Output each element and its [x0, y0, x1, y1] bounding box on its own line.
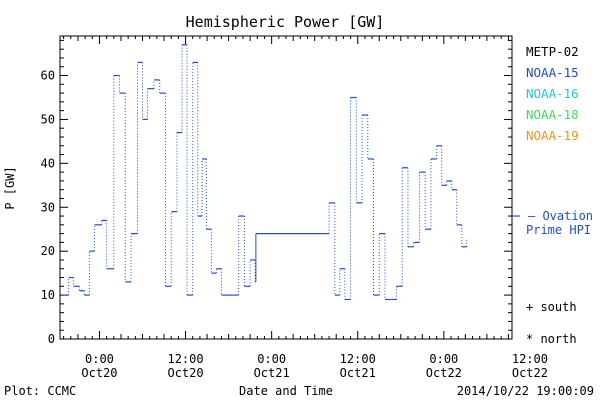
y-axis-label: P [GW]: [3, 166, 17, 209]
x-tick-time-label: 12:00: [167, 352, 203, 366]
x-tick-time-label: 0:00: [257, 352, 286, 366]
x-tick-time-label: 12:00: [512, 352, 548, 366]
y-tick-label: 30: [41, 200, 55, 214]
y-tick-label: 20: [41, 244, 55, 258]
plot-timestamp: 2014/10/22 19:00:09: [457, 384, 594, 398]
y-tick-label: 60: [41, 69, 55, 83]
legend-entry: NOAA-19: [526, 128, 579, 143]
y-tick-label: 50: [41, 112, 55, 126]
x-tick-time-label: 0:00: [429, 352, 458, 366]
x-tick-date-label: Oct22: [512, 366, 548, 380]
y-axis: 0 10 20 30 40 50 60: [41, 39, 512, 346]
marker-legend-entry: + south: [526, 300, 577, 314]
x-tick-date-label: Oct20: [167, 366, 203, 380]
legend-entry: NOAA-15: [526, 65, 579, 80]
plot-credit: Plot: CCMC: [4, 384, 76, 398]
legend-entry: METP-02: [526, 44, 579, 59]
ovation-label: — Ovation: [528, 209, 593, 223]
x-tick-date-label: Oct20: [81, 366, 117, 380]
x-tick-date-label: Oct21: [254, 366, 290, 380]
x-tick-time-label: 0:00: [85, 352, 114, 366]
y-tick-label: 10: [41, 288, 55, 302]
x-axis-label: Date and Time: [239, 384, 333, 398]
x-tick-date-label: Oct22: [426, 366, 462, 380]
y-tick-label: 0: [48, 332, 55, 346]
x-tick-date-label: Oct21: [340, 366, 376, 380]
legend-entry: NOAA-16: [526, 86, 579, 101]
chart-title: Hemispheric Power [GW]: [186, 13, 385, 31]
x-axis: 0:00Oct2012:00Oct200:00Oct2112:00Oct210:…: [63, 36, 548, 380]
ovation-label: Prime HPI: [526, 223, 591, 237]
plot-frame: [59, 35, 513, 340]
marker-legend: + south * north: [526, 300, 577, 346]
legend: METP-02 NOAA-15 NOAA-16 NOAA-18 NOAA-19: [526, 44, 579, 143]
legend-entry: NOAA-18: [526, 107, 579, 122]
y-tick-label: 40: [41, 156, 55, 170]
series-layer: [63, 44, 468, 301]
x-tick-time-label: 12:00: [340, 352, 376, 366]
marker-legend-entry: * north: [526, 332, 577, 346]
